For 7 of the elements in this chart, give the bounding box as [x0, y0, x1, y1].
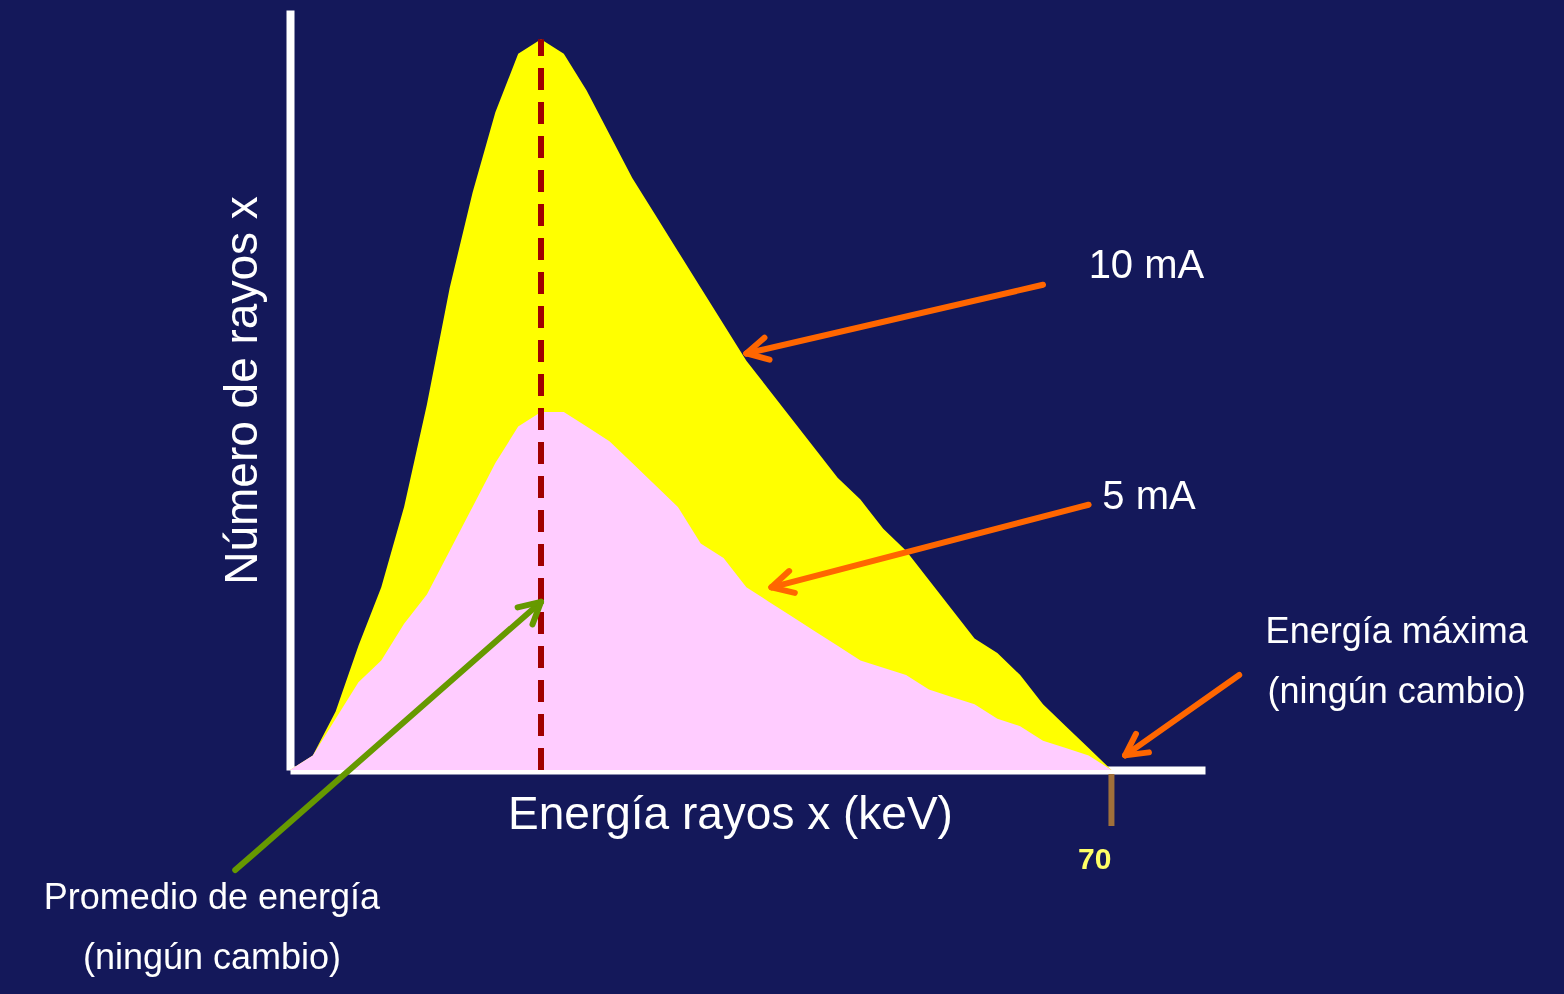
text: 70	[1078, 842, 1112, 875]
text: Energía máxima (ningún cambio)	[1265, 610, 1529, 712]
annotation: 10 mA	[1088, 241, 1205, 286]
x-axis-title: Energía rayos x (keV)	[508, 786, 953, 839]
annotation: 5 mA	[1102, 472, 1196, 517]
text: Promedio de energía (ningún cambio)	[43, 876, 382, 978]
y-axis-title: Número de rayos x	[214, 196, 267, 585]
